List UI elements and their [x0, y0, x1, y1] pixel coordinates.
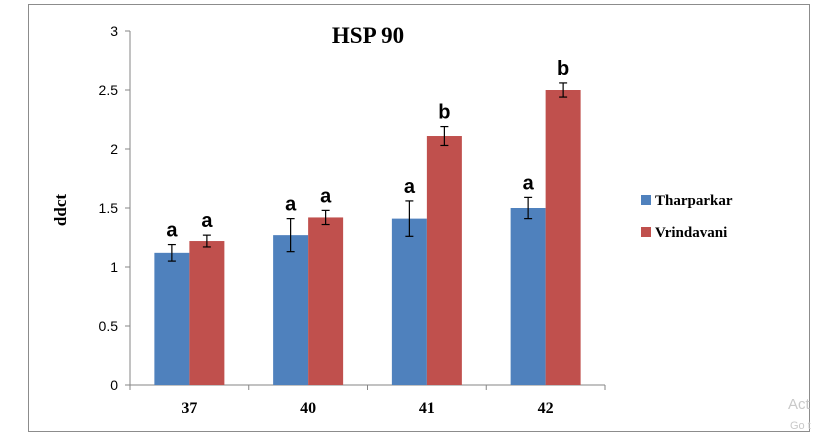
x-tick-label: 41 — [419, 400, 435, 417]
y-tick-label: 2.5 — [99, 82, 119, 98]
y-axis-label: ddct — [51, 194, 70, 226]
significance-label: a — [320, 185, 332, 207]
legend-label: Tharparkar — [655, 193, 733, 209]
watermark-text: Act — [788, 396, 810, 413]
significance-label: a — [166, 220, 178, 242]
significance-label: a — [285, 194, 297, 216]
bar — [154, 252, 190, 385]
significance-label: a — [201, 210, 213, 232]
legend-swatch — [641, 195, 651, 205]
y-tick-label: 1 — [110, 259, 118, 275]
chart-title: HSP 90 — [332, 23, 404, 48]
bar — [426, 136, 462, 385]
legend-label: Vrindavani — [655, 225, 727, 241]
bars: a a a a a a b b — [154, 58, 581, 385]
watermark-subtext: Go t — [790, 420, 811, 432]
significance-label: a — [523, 172, 535, 194]
y-tick-label: 3 — [110, 23, 118, 39]
bar — [273, 235, 309, 385]
significance-label: a — [404, 176, 416, 198]
legend-swatch — [641, 227, 651, 237]
y-tick-label: 0 — [110, 377, 118, 393]
bar — [545, 90, 581, 385]
x-tick-label: 40 — [300, 400, 316, 417]
bar — [308, 217, 344, 385]
y-tick-label: 1.5 — [99, 200, 119, 216]
legend: Tharparkar Vrindavani — [641, 193, 733, 241]
bar — [189, 241, 225, 385]
y-tick-label: 2 — [110, 141, 118, 157]
y-tick-label: 0.5 — [99, 318, 119, 334]
significance-label: b — [557, 58, 569, 80]
bar — [510, 208, 546, 385]
x-tick-label: 42 — [538, 400, 554, 417]
bar — [391, 218, 427, 385]
x-tick-label: 37 — [181, 400, 197, 417]
significance-label: b — [438, 102, 450, 124]
